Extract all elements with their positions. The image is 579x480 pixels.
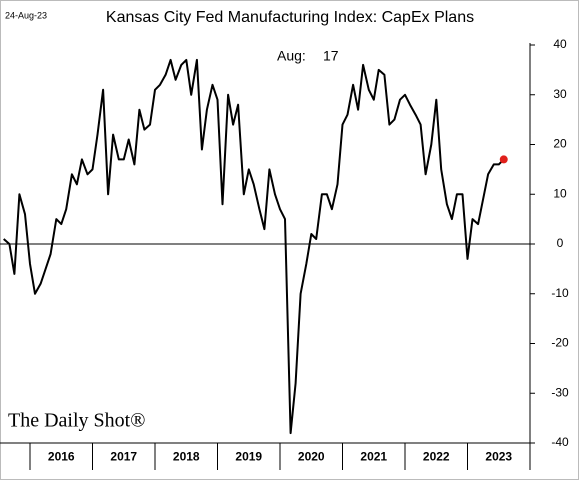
y-tick-label: -40 — [551, 435, 569, 449]
y-tick-label: -10 — [551, 286, 569, 300]
y-tick-label: 10 — [553, 186, 567, 200]
y-tick-label: 40 — [553, 37, 567, 51]
y-tick-label: -20 — [551, 336, 569, 350]
y-tick-label: 30 — [553, 87, 567, 101]
chart-title: Kansas City Fed Manufacturing Index: Cap… — [106, 9, 474, 26]
x-tick-label: 2017 — [110, 450, 137, 464]
last-point — [499, 155, 508, 164]
annotation-value: 17 — [323, 48, 339, 64]
date-note: 24-Aug-23 — [5, 10, 47, 20]
source-logo: The Daily Shot® — [8, 410, 145, 432]
x-tick-label: 2023 — [485, 450, 512, 464]
x-tick-label: 2018 — [173, 450, 200, 464]
y-tick-label: -30 — [551, 385, 569, 399]
line-series — [3, 58, 505, 435]
y-tick-label: 0 — [557, 236, 564, 250]
y-tick-label: 20 — [553, 137, 567, 151]
x-tick-label: 2019 — [235, 450, 262, 464]
x-tick-label: 2016 — [48, 450, 75, 464]
x-tick-label: 2022 — [423, 450, 450, 464]
x-tick-label: 2020 — [298, 450, 325, 464]
x-tick-label: 2021 — [360, 450, 387, 464]
annotation-label: Aug: — [277, 48, 306, 64]
